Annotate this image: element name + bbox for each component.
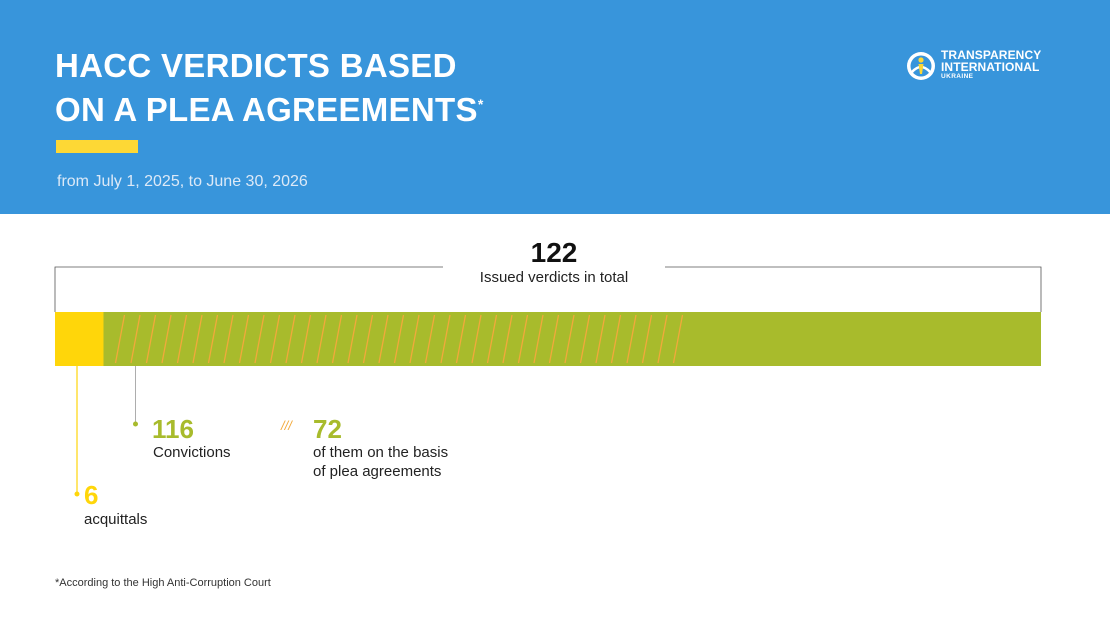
hatch-line bbox=[114, 314, 126, 364]
hatch-line bbox=[316, 314, 327, 364]
hatch-line bbox=[331, 314, 343, 364]
hatch-line bbox=[145, 314, 157, 364]
hatch-line bbox=[641, 314, 653, 364]
logo-line-3: UKRAINE bbox=[941, 73, 974, 80]
hatch-line bbox=[672, 314, 684, 364]
hatch-line bbox=[192, 314, 203, 364]
plea-agreements-value: 72 bbox=[313, 414, 342, 444]
convictions-label: Convictions bbox=[153, 444, 231, 461]
ti-emblem-icon bbox=[907, 52, 935, 80]
hatch-line bbox=[393, 314, 405, 364]
hatch-line bbox=[455, 314, 467, 364]
total-label: Issued verdicts in total bbox=[480, 269, 628, 286]
title-footnote-mark: * bbox=[477, 96, 484, 112]
hatch-line bbox=[238, 314, 250, 364]
date-range-subtitle: from July 1, 2025, to June 30, 2026 bbox=[57, 173, 308, 190]
transparency-international-logo: TRANSPARENCY INTERNATIONAL UKRAINE bbox=[905, 48, 1045, 84]
hatch-line bbox=[657, 314, 668, 364]
hatch-line bbox=[176, 314, 188, 364]
title-accent-bar bbox=[56, 140, 138, 153]
hatch-line bbox=[207, 314, 219, 364]
convictions-leader-dot bbox=[132, 421, 138, 427]
hatch-line bbox=[533, 314, 544, 364]
total-value: 122 bbox=[531, 237, 578, 268]
convictions-value: 116 bbox=[152, 414, 194, 444]
hatch-line bbox=[130, 314, 141, 364]
hatch-line bbox=[579, 314, 591, 364]
logo-line-1: TRANSPARENCY bbox=[941, 48, 1042, 62]
hatch-line bbox=[595, 314, 606, 364]
hatch-line bbox=[254, 314, 265, 364]
hatch-line bbox=[440, 314, 451, 364]
header-banner: HACC VERDICTS BASED ON A PLEA AGREEMENTS… bbox=[0, 0, 1110, 214]
hatch-line bbox=[548, 314, 560, 364]
plea-agreements-label-line-1: of them on the basis bbox=[313, 444, 448, 461]
hatch-line bbox=[564, 314, 575, 364]
hatch-line bbox=[471, 314, 482, 364]
hatch-line bbox=[347, 314, 358, 364]
acquittals-leader-dot bbox=[74, 491, 80, 497]
total-bracket bbox=[54, 266, 1042, 312]
title-line-1: HACC VERDICTS BASED bbox=[55, 47, 457, 84]
page-title: HACC VERDICTS BASED ON A PLEA AGREEMENTS… bbox=[55, 44, 484, 132]
hatch-line bbox=[223, 314, 234, 364]
hatch-legend-glyph: /// bbox=[280, 418, 293, 433]
acquittals-value: 6 bbox=[84, 480, 98, 510]
hatch-line bbox=[378, 314, 389, 364]
plea-agreements-hatching bbox=[114, 314, 684, 364]
hatch-line bbox=[409, 314, 420, 364]
acquittals-label: acquittals bbox=[84, 511, 147, 528]
hatch-line bbox=[486, 314, 498, 364]
hatch-line bbox=[161, 314, 172, 364]
logo-wordmark: TRANSPARENCY INTERNATIONAL UKRAINE bbox=[941, 49, 1041, 81]
hatch-line bbox=[502, 314, 513, 364]
hatch-line bbox=[269, 314, 281, 364]
hatch-line bbox=[610, 314, 622, 364]
hatch-line bbox=[300, 314, 312, 364]
hatch-line bbox=[362, 314, 374, 364]
hatch-line bbox=[626, 314, 637, 364]
hatch-line bbox=[424, 314, 436, 364]
title-line-2: ON A PLEA AGREEMENTS bbox=[55, 91, 478, 128]
plea-agreements-label-line-2: of plea agreements bbox=[313, 463, 441, 480]
logo-line-2: INTERNATIONAL bbox=[941, 60, 1040, 74]
hatch-line bbox=[517, 314, 529, 364]
hatch-line bbox=[285, 314, 296, 364]
bar-segment-acquittals bbox=[55, 312, 104, 366]
footnote: *According to the High Anti-Corruption C… bbox=[55, 577, 271, 589]
